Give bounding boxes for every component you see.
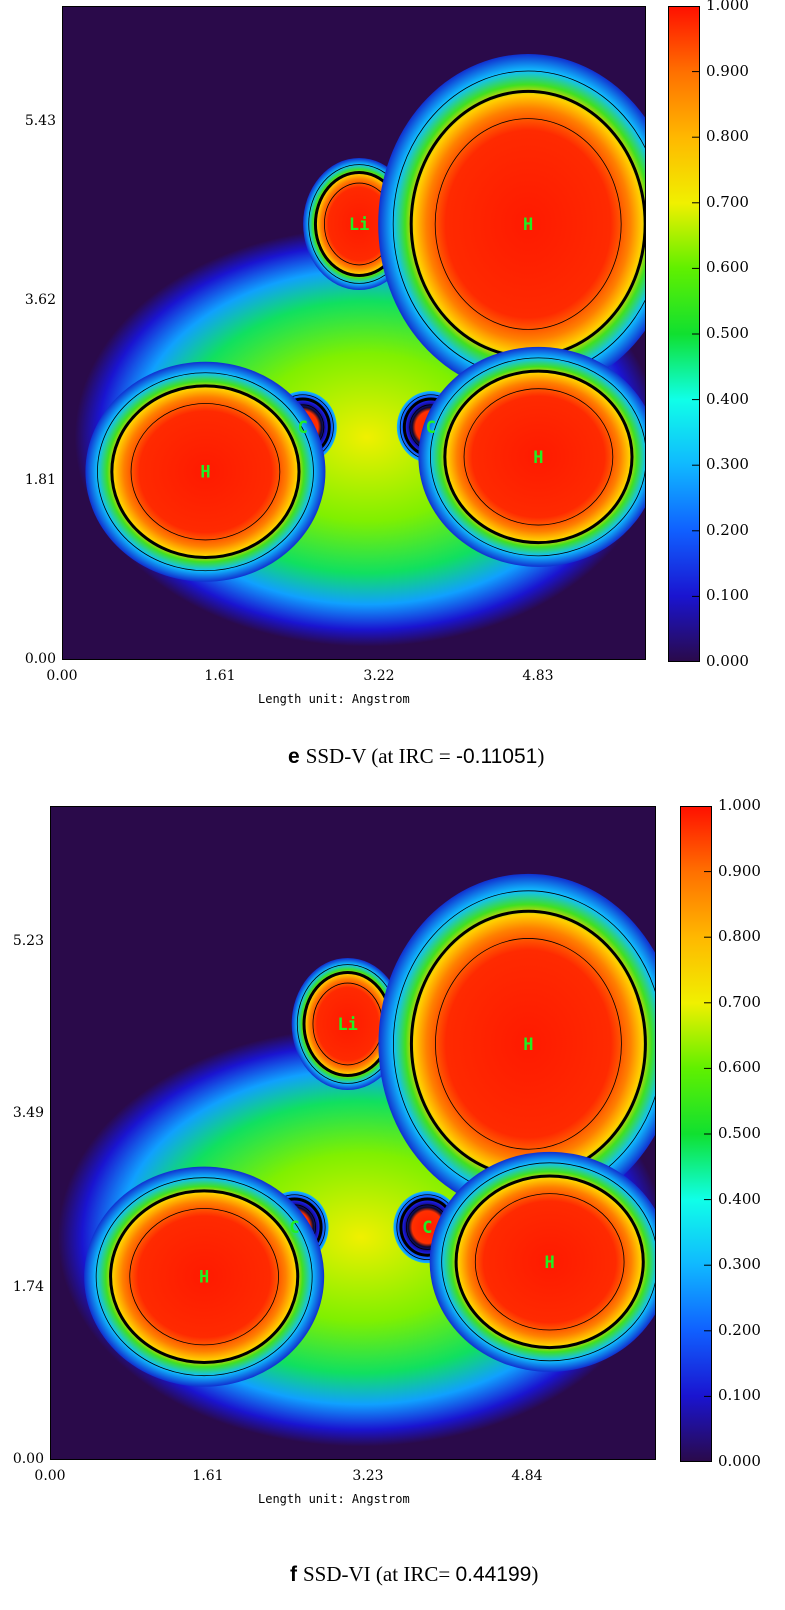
y-tick-label: 0.00 <box>24 651 56 667</box>
caption-label-f: SSD-VI (at IRC= <box>303 1562 456 1586</box>
contour-ring <box>430 357 646 557</box>
basin-h-4 <box>84 1166 325 1387</box>
x-axis-label-f: Length unit: Angstrom <box>258 1492 410 1506</box>
colorbar-tick-label: 1.000 <box>706 0 749 14</box>
y-tick-label: 5.23 <box>12 932 44 949</box>
contour-ring <box>95 1177 313 1377</box>
x-tick-label: 3.22 <box>363 668 395 684</box>
contour-ring <box>441 1162 656 1362</box>
atom-label-h: H <box>523 215 533 235</box>
contour-map-e: Li H C C H H <box>62 6 646 660</box>
atom-label-h: H <box>533 448 543 468</box>
colorbar-tick-label: 0.900 <box>706 61 749 80</box>
caption-label-e: SSD-V (at IRC = <box>305 744 456 768</box>
colorbar-tick-label: 0.800 <box>718 927 761 946</box>
x-tick-label: 4.84 <box>511 1468 543 1484</box>
panel-e: Li H C C H H 0.00 1.81 3.62 5.43 0.00 1.61 3.22 4.8… <box>0 0 785 800</box>
atom-label-h: H <box>200 463 210 483</box>
colorbar-tick-label: 0.300 <box>706 455 749 474</box>
caption-e: e SSD-V (at IRC = -0.11051) <box>288 744 544 769</box>
colorbar-tick-label: 0.100 <box>706 586 749 605</box>
x-tick-label: 1.61 <box>192 1468 224 1484</box>
atom-label-c: C <box>298 418 308 438</box>
colorbar-tick-label: 0.900 <box>718 861 761 880</box>
colorbar-tick-label: 1.000 <box>718 796 761 814</box>
basin-li-0 <box>291 958 404 1090</box>
plot-frame <box>50 806 656 1460</box>
contour-ring <box>129 1208 279 1346</box>
colorbar-tick-label: 0.300 <box>718 1255 761 1274</box>
colorbar-tick-label: 0.500 <box>706 324 749 342</box>
colorbar-tick-label: 0.200 <box>718 1320 761 1339</box>
plot-frame <box>62 6 646 660</box>
y-tick-label: 5.43 <box>24 112 56 129</box>
x-axis-label-e: Length unit: Angstrom <box>258 692 410 706</box>
panel-f: Li H C C H H 0.00 1.74 3.49 5.23 0.00 1.61 3.23 4.8… <box>0 796 785 1610</box>
contour-ring <box>454 1174 645 1350</box>
colorbar-tick-label: 0.800 <box>706 127 749 146</box>
colorbar-tick-label: 0.700 <box>718 992 761 1011</box>
y-tick-label: 3.62 <box>24 292 56 309</box>
contour-ring <box>443 369 634 545</box>
caption-irc-e: -0.11051 <box>456 745 538 768</box>
caption-irc-f: 0.44199 <box>455 1563 532 1586</box>
y-tick-label: 1.74 <box>12 1278 44 1295</box>
colorbar-tick-label: 0.600 <box>718 1058 761 1077</box>
x-tick-label: 1.61 <box>204 668 236 684</box>
atom-label-li: Li <box>349 215 369 235</box>
caption-letter-e: e <box>288 745 300 768</box>
colorbar-tick-label: 0.700 <box>706 192 749 211</box>
atom-label-c: C <box>422 1218 432 1238</box>
colorbar-tick-label: 0.000 <box>706 652 749 670</box>
y-tick-label: 1.81 <box>24 471 56 488</box>
caption-close-e: ) <box>537 744 545 768</box>
atom-label-c: C <box>426 418 436 438</box>
y-tick-label: 0.00 <box>12 1451 44 1467</box>
atom-label-li: Li <box>337 1015 357 1035</box>
x-tick-label: 0.00 <box>46 668 78 684</box>
basin-h-1 <box>378 54 646 394</box>
colorbar-tick-label: 0.500 <box>718 1124 761 1142</box>
caption-letter-f: f <box>290 1563 297 1586</box>
colorbar-tick-label: 0.400 <box>706 389 749 408</box>
colorbar-e <box>668 6 700 662</box>
contour-ring <box>130 403 281 541</box>
contour-ring <box>109 1189 300 1364</box>
caption-close-f: ) <box>531 1562 539 1586</box>
colorbar-tick-label: 0.200 <box>706 520 749 539</box>
x-tick-label: 0.00 <box>34 1468 66 1484</box>
colorbar-f <box>680 806 712 1462</box>
basin-h-4 <box>85 361 326 582</box>
colorbar-tick-label: 0.400 <box>718 1189 761 1208</box>
basin-h-5 <box>418 346 646 567</box>
y-tick-label: 3.49 <box>12 1105 44 1122</box>
x-tick-label: 4.83 <box>522 668 554 684</box>
contour-map-f: Li H C C H H <box>50 806 656 1460</box>
atom-label-h: H <box>523 1035 533 1055</box>
caption-f: f SSD-VI (at IRC= 0.44199) <box>290 1562 538 1587</box>
x-tick-label: 3.23 <box>352 1468 384 1484</box>
colorbar-tick-label: 0.000 <box>718 1452 761 1470</box>
basin-h-5 <box>429 1151 656 1372</box>
contour-ring <box>474 1193 625 1331</box>
contour-ring <box>110 384 301 560</box>
contour-ring <box>435 938 622 1150</box>
contour-ring <box>434 118 622 330</box>
colorbar-tick-label: 0.100 <box>718 1386 761 1405</box>
atom-label-h: H <box>199 1268 209 1288</box>
contour-ring <box>97 372 314 572</box>
basin-h-1 <box>378 873 656 1214</box>
atom-label-c: C <box>289 1218 299 1238</box>
contour-ring <box>463 388 614 526</box>
atom-label-h: H <box>545 1253 555 1273</box>
colorbar-tick-label: 0.600 <box>706 258 749 277</box>
